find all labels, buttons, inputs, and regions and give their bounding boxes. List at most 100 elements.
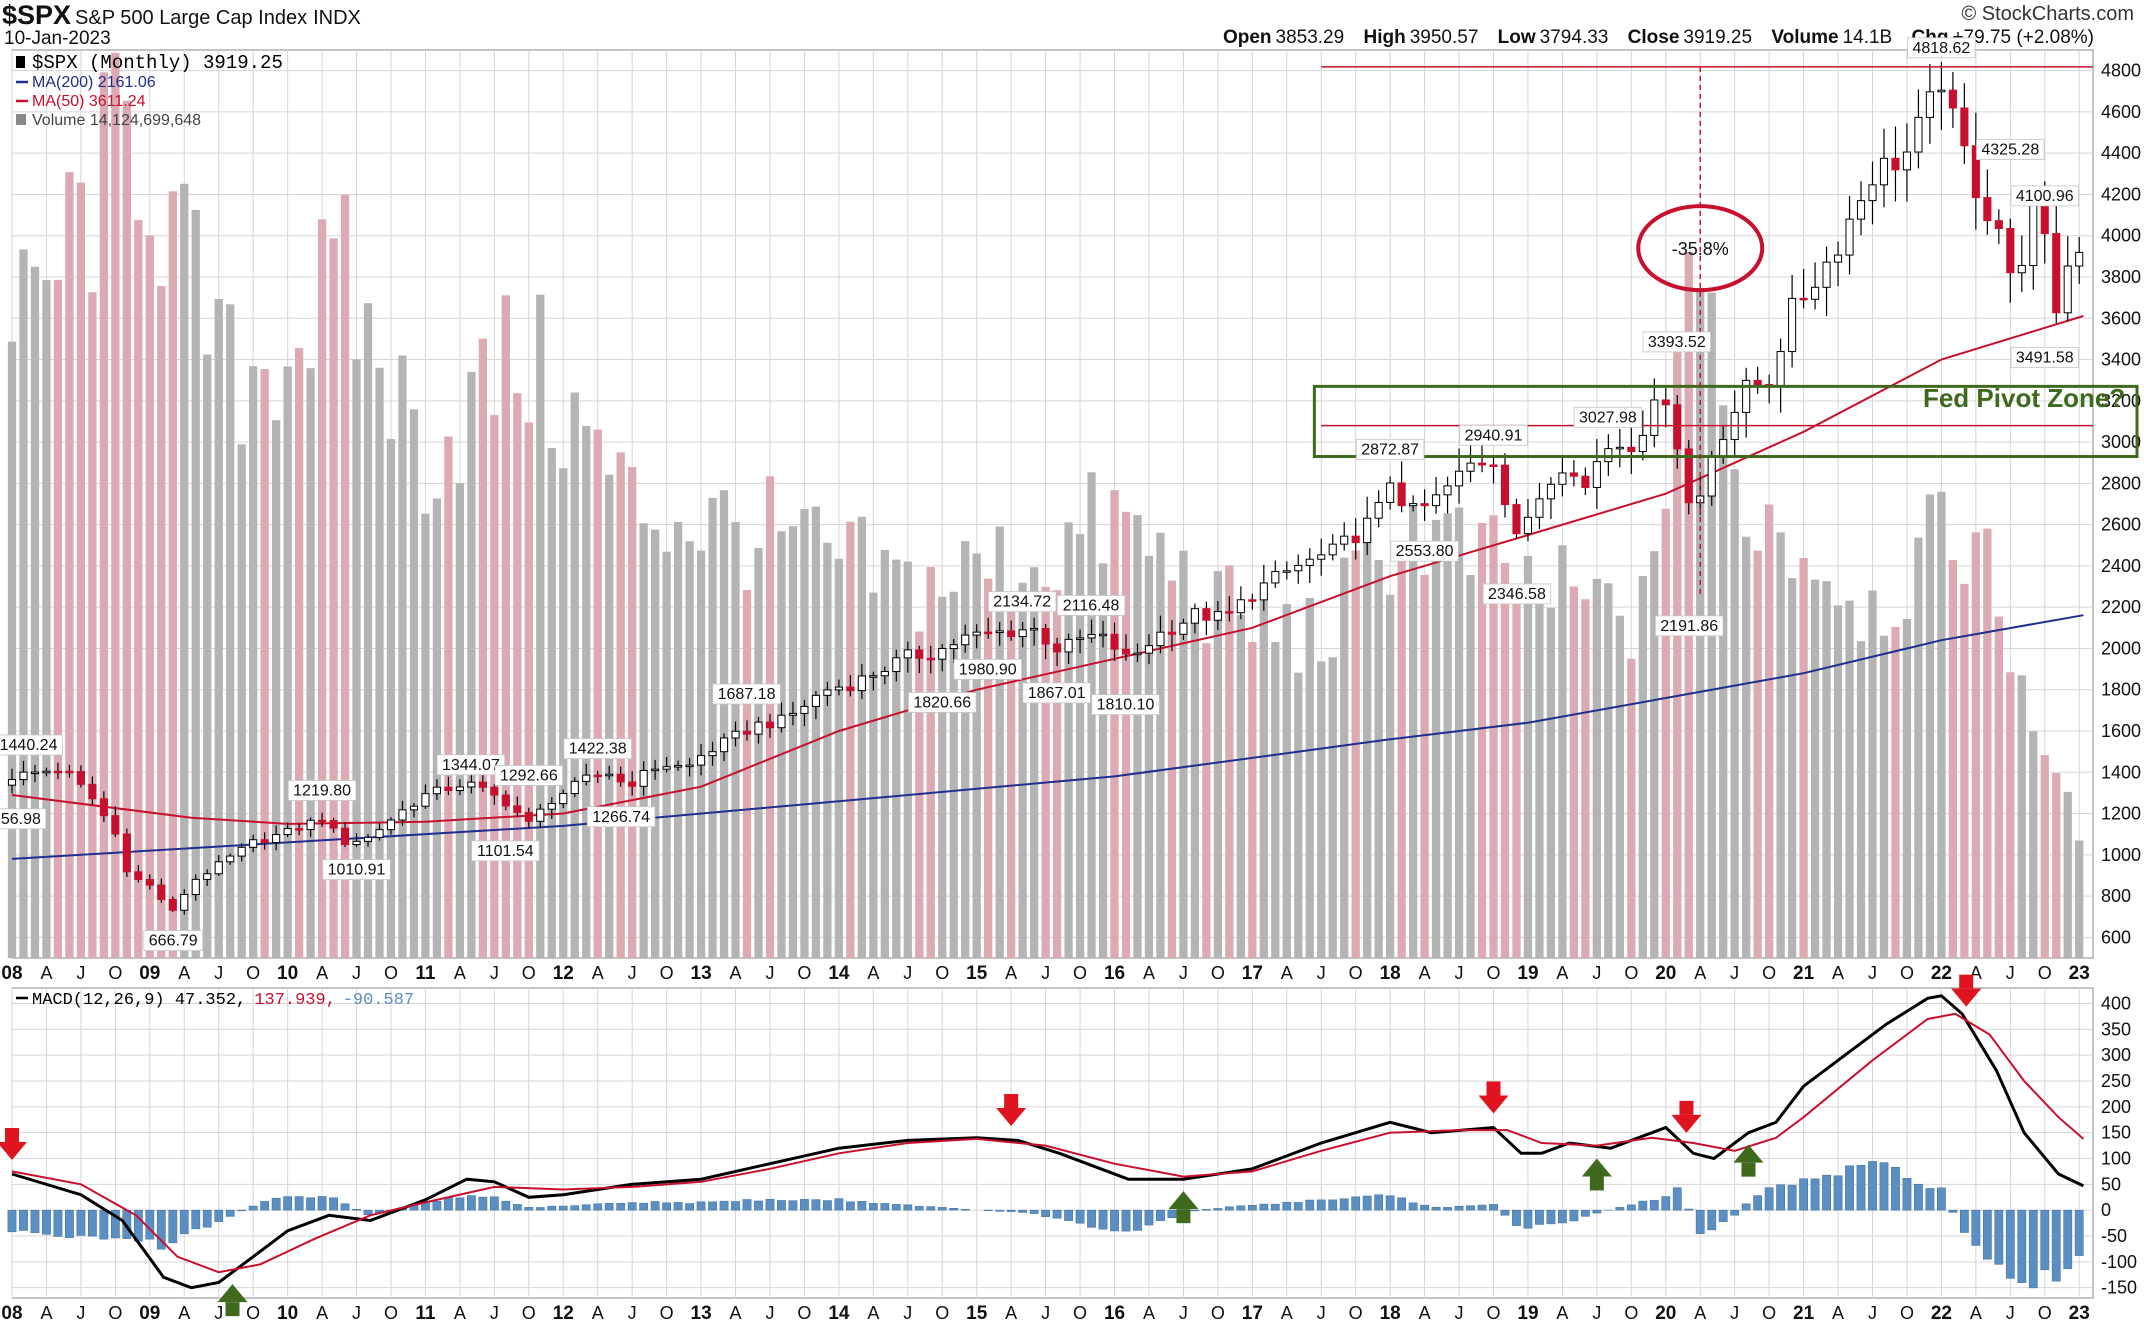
histogram-bar (1982, 1209, 1992, 1260)
price-annotation-box (2010, 347, 2079, 369)
candle-body (260, 839, 269, 844)
candle-body (1121, 648, 1131, 655)
volume-bar (168, 191, 177, 959)
candle-body (1386, 482, 1395, 503)
volume-bar (1305, 597, 1314, 958)
candle-body (478, 781, 487, 788)
histogram-bar (1224, 1206, 1234, 1211)
volume-bar (30, 266, 40, 958)
y-tick-label: 3000 (2101, 432, 2141, 452)
volume-bar (1466, 575, 1475, 958)
volume-bar (1592, 578, 1602, 958)
volume-bar (846, 521, 855, 958)
histogram-bar (1167, 1209, 1177, 1218)
histogram-bar (294, 1196, 304, 1211)
candle-body (1753, 379, 1762, 386)
y-tick-label: 2400 (2101, 556, 2141, 576)
histogram-bar (765, 1199, 775, 1211)
histogram-bar (363, 1209, 373, 1216)
histogram-bar (1959, 1209, 1969, 1233)
histogram-bar (455, 1197, 465, 1211)
y-tick-label: -50 (2101, 1226, 2127, 1246)
volume-bar (869, 592, 878, 958)
price-annotation: 3393.52 (1648, 334, 1706, 351)
candle-body (823, 689, 832, 696)
x-year-label: 18 (1380, 963, 1401, 984)
volume-bar (605, 474, 614, 958)
histogram-bar (1282, 1201, 1292, 1211)
candle-body (1397, 482, 1406, 507)
volume-bar (294, 348, 304, 958)
volume-bar (582, 425, 591, 958)
price-annotation-box (1459, 424, 1528, 446)
volume-bar (306, 368, 315, 959)
candle-body (880, 671, 889, 677)
arrow-stem (1679, 1100, 1694, 1115)
candle-body (1684, 448, 1693, 504)
candle-body (1420, 503, 1429, 507)
buy-arrow-icon (1168, 1191, 1199, 1224)
x-year-label: 13 (691, 963, 712, 984)
histogram-bar (570, 1205, 580, 1211)
histogram-bar (1293, 1202, 1303, 1211)
volume-bar (651, 529, 660, 958)
volume-bar (386, 438, 396, 958)
volume-bar (1523, 555, 1533, 958)
volume-bar (1500, 563, 1510, 958)
volume-bars (7, 52, 2084, 959)
price-annotation-box (494, 765, 564, 786)
buy-arrow-icon (1581, 1158, 1612, 1191)
volume-bar (1925, 494, 1935, 958)
x-month-label: O (1624, 1303, 1638, 1323)
chart-date: 10-Jan-2023 (4, 28, 111, 49)
x-month-label: J (1868, 1303, 1877, 1323)
candle-body (1627, 446, 1636, 453)
volume-bar (1661, 508, 1670, 958)
candle-body (1443, 485, 1452, 496)
histogram-bar (466, 1195, 476, 1211)
pivot-zone-label: Fed Pivot Zone? (1923, 383, 2125, 413)
volume-bar (1098, 563, 1108, 958)
volume-bar (1431, 519, 1441, 958)
volume-bar (1581, 599, 1590, 958)
low-value: 3794.33 (1539, 27, 1609, 48)
x-month-label: J (628, 1303, 637, 1323)
x-month-label: A (1970, 1303, 1982, 1323)
histogram-bar (1466, 1205, 1475, 1211)
candle-body (628, 781, 637, 787)
volume-bar (99, 72, 109, 958)
brand-watermark[interactable]: © StockCharts.com (1961, 3, 2134, 25)
volume-bar (1994, 616, 2003, 958)
candle-body (53, 770, 62, 774)
candle-body (455, 786, 464, 791)
x-month-label: O (1762, 963, 1776, 983)
volume-bar (19, 249, 28, 959)
buy-arrow-icon (217, 1284, 248, 1317)
x-month-label: O (1900, 963, 1914, 983)
volume-bar (2029, 731, 2038, 958)
candle-body (1811, 286, 1820, 300)
histogram-bar (1684, 1208, 1694, 1211)
volume-bar (880, 549, 889, 958)
histogram-bar (1052, 1209, 1062, 1219)
histogram-bar (1937, 1187, 1946, 1211)
candle-body (2006, 228, 2015, 274)
candle-body (834, 686, 843, 691)
candle-body (1489, 464, 1498, 467)
candle-body (1902, 151, 1912, 171)
volume-swatch-icon (16, 114, 26, 125)
close-value: 3919.25 (1683, 27, 1753, 48)
y-tick-label: 1400 (2101, 762, 2141, 782)
x-month-label: J (1455, 1303, 1464, 1323)
volume-bar (1018, 582, 1027, 958)
candle-body (19, 771, 28, 781)
price-annotation: 2191.86 (1660, 618, 1718, 635)
volume-bar (398, 355, 407, 958)
candle-body (1569, 472, 1578, 477)
candle-body (1650, 399, 1659, 436)
histogram-bar (1994, 1209, 2004, 1265)
candle-body (777, 714, 786, 729)
volume-bar (777, 531, 786, 958)
volume-bar (1271, 642, 1280, 958)
volume-bar (536, 294, 545, 958)
